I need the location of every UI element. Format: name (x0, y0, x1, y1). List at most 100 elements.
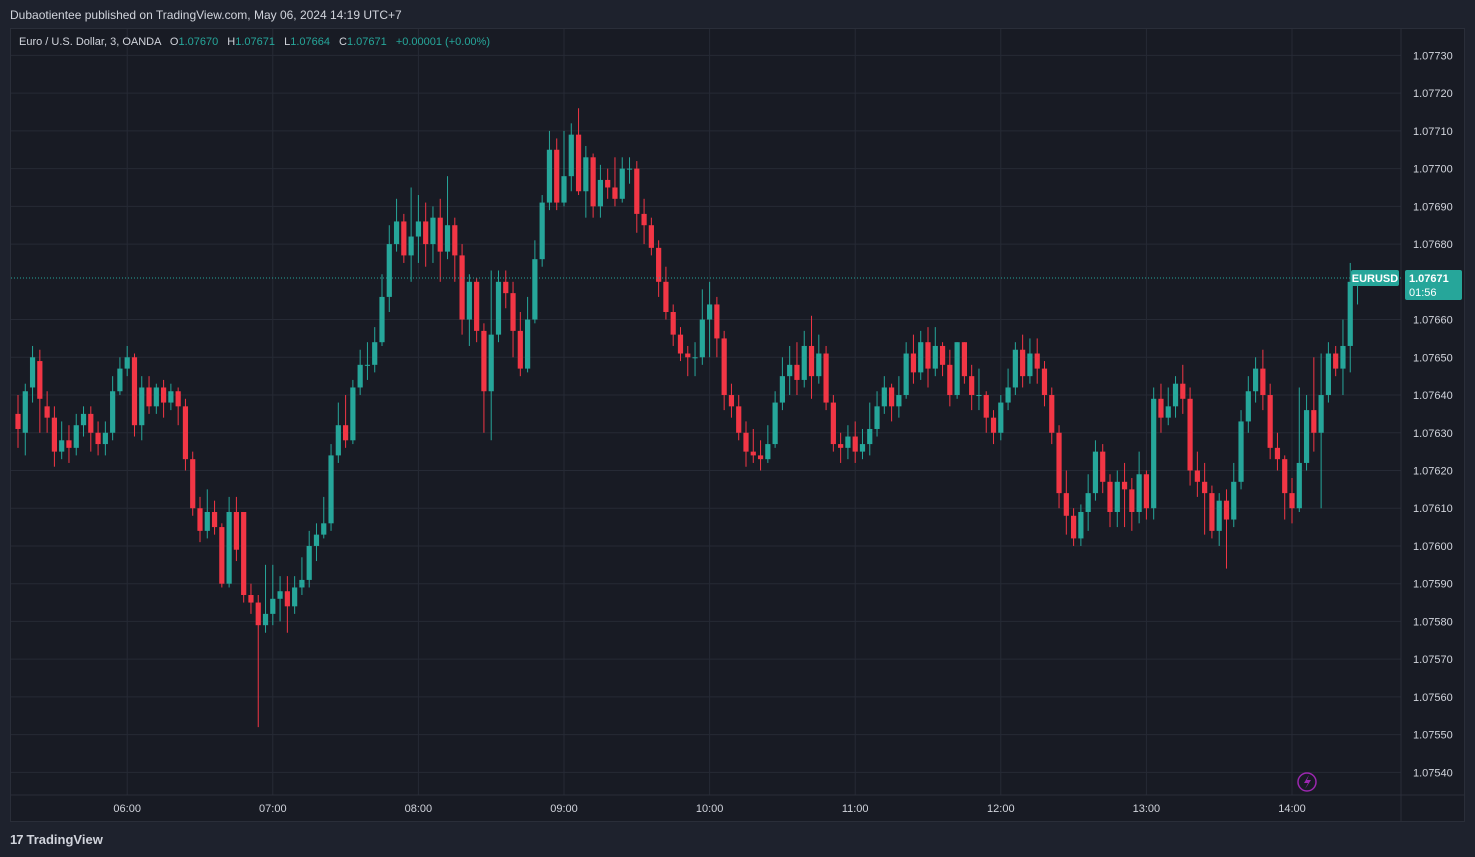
candle-body (525, 319, 531, 369)
lightning-icon[interactable] (1297, 772, 1317, 792)
candle-body (656, 247, 662, 282)
candle-body (153, 387, 159, 407)
candle (1027, 338, 1033, 384)
candle (830, 395, 836, 452)
candle-body (1333, 353, 1339, 369)
candle-body (561, 176, 567, 203)
candle (1129, 478, 1135, 531)
candle-body (95, 432, 101, 445)
candle-body (823, 353, 829, 403)
candle (466, 274, 472, 346)
candle-body (1027, 353, 1033, 377)
candle (801, 330, 807, 388)
candle-body (292, 587, 298, 607)
candle-body (939, 345, 946, 365)
candle (1209, 485, 1215, 539)
candle (626, 157, 633, 184)
candle (255, 595, 261, 728)
high-value: 1.07671 (235, 36, 276, 48)
candle (1151, 387, 1157, 520)
candle (372, 327, 378, 373)
candle-body (197, 508, 203, 531)
y-tick-label: 1.07590 (1413, 579, 1453, 591)
candle (532, 240, 538, 324)
candle (117, 357, 123, 396)
candle-body (969, 376, 975, 396)
candle (838, 432, 844, 463)
candle (1114, 470, 1120, 528)
candlestick-chart[interactable]: 1.07730 1.07720 1.07710 1.07700 1.07690 1.076… (11, 29, 1465, 822)
candle (44, 391, 50, 433)
candle-body (1202, 481, 1208, 494)
candle-body (168, 391, 174, 403)
chart-pane[interactable]: 1.07730 1.07720 1.07710 1.07700 1.07690 1.076… (10, 28, 1465, 822)
candle-body (364, 364, 371, 366)
candle (364, 342, 371, 380)
candle-body (947, 364, 953, 396)
candle-body (1303, 410, 1310, 463)
candle-body (670, 312, 676, 335)
open-label: O (169, 36, 179, 48)
candle-body (1172, 383, 1179, 407)
candle-body (728, 395, 735, 407)
x-tick-label: 10:00 (696, 803, 724, 815)
candle (408, 187, 414, 282)
candle-body (190, 459, 196, 509)
y-tick-label: 1.07540 (1413, 767, 1453, 779)
candle (306, 530, 312, 588)
close-label: C (339, 36, 347, 48)
candle-body (859, 444, 866, 452)
candle (190, 451, 196, 516)
candle-body (262, 613, 269, 626)
candle (1231, 462, 1237, 528)
low-label: L (284, 36, 291, 48)
candle-body (1260, 368, 1266, 396)
candle (692, 342, 698, 377)
candle (1085, 474, 1091, 531)
candle (1012, 342, 1018, 396)
candle-body (1020, 349, 1026, 377)
candle-body (88, 413, 94, 433)
candle-body (219, 527, 225, 584)
candle (641, 198, 647, 245)
candle (699, 289, 705, 365)
x-tick-label: 13:00 (1133, 803, 1161, 815)
candle (139, 376, 145, 441)
y-tick-label: 1.07560 (1413, 692, 1453, 704)
y-tick-label: 1.07580 (1413, 616, 1453, 628)
candle-body (357, 364, 363, 388)
candle-body (80, 413, 87, 426)
y-tick-label: 1.07690 (1413, 201, 1453, 213)
candle-body (139, 387, 145, 426)
candle (503, 270, 509, 309)
candle (1041, 361, 1048, 407)
candle-body (372, 342, 378, 365)
candle (1158, 383, 1164, 433)
candle (1034, 338, 1040, 384)
candle (29, 345, 36, 403)
candle-body (816, 353, 822, 377)
candle (918, 330, 924, 380)
candle (568, 123, 574, 192)
candle (983, 391, 989, 433)
tradingview-logo[interactable]: 17 TradingView (10, 832, 103, 847)
candle (197, 496, 203, 543)
candle-body (1194, 470, 1200, 482)
candle-body (481, 330, 487, 392)
candle (386, 225, 392, 313)
candle (357, 349, 363, 396)
candle-body (248, 595, 254, 603)
brand-name: TradingView (26, 832, 103, 847)
candle (1260, 349, 1266, 411)
candle (452, 217, 458, 282)
candle-body (51, 417, 57, 452)
candle-body (37, 361, 43, 399)
candle-body (226, 511, 232, 584)
candle-body (306, 545, 312, 580)
candle-body (1158, 398, 1164, 418)
candle-body (779, 376, 785, 403)
x-tick-label: 09:00 (550, 803, 578, 815)
candle (757, 440, 764, 471)
candle (1318, 353, 1324, 509)
candle (794, 342, 800, 396)
